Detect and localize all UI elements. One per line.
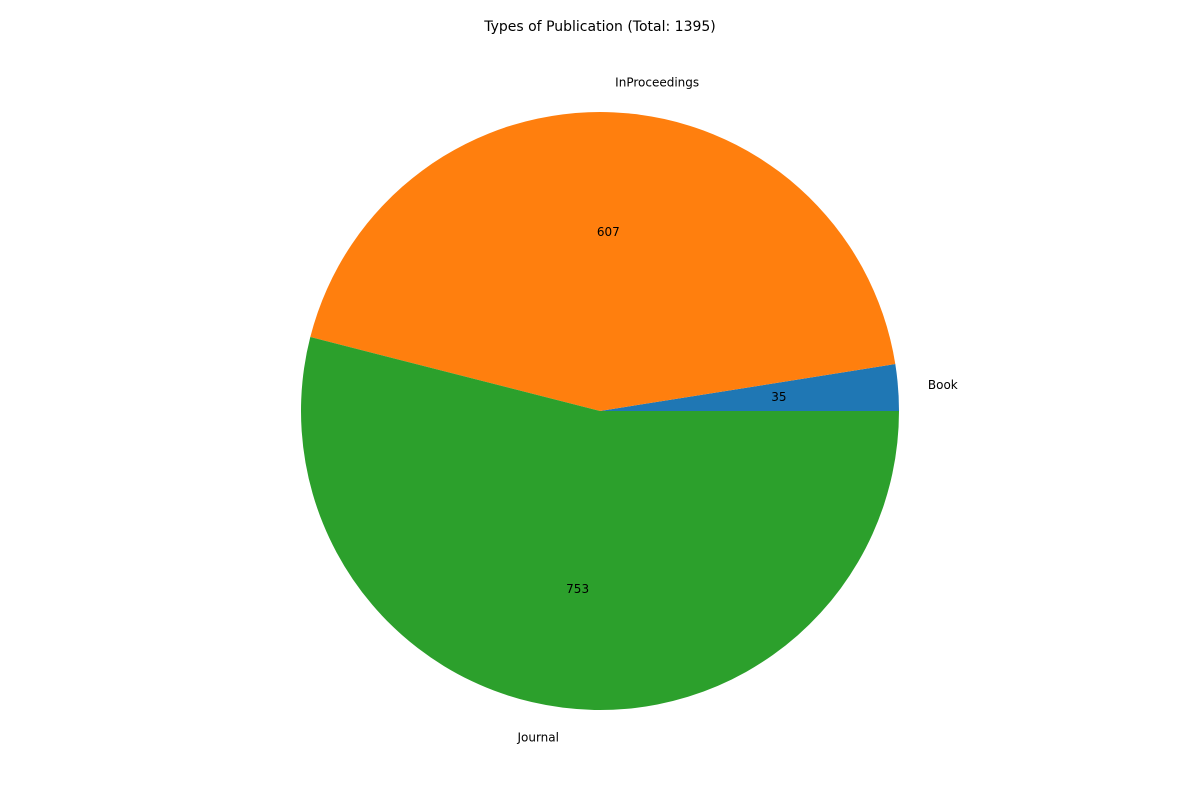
pie-value-inproceedings: 607 (597, 225, 620, 239)
pie-slices (300, 112, 899, 711)
pie-value-book: 35 (771, 390, 786, 404)
pie-label-book: Book (928, 378, 958, 392)
pie-value-journal: 753 (566, 582, 589, 596)
pie-slice-inproceedings (310, 112, 896, 412)
pie-label-inproceedings: InProceedings (615, 75, 699, 89)
pie-slice-book (600, 364, 899, 411)
pie-slice-journal (300, 337, 899, 711)
pie-labels: Book 35 InProceedings 607 Journal 753 (516, 75, 957, 744)
chart-title: Types of Publication (Total: 1395) (483, 19, 716, 35)
pie-label-journal: Journal (516, 730, 559, 744)
